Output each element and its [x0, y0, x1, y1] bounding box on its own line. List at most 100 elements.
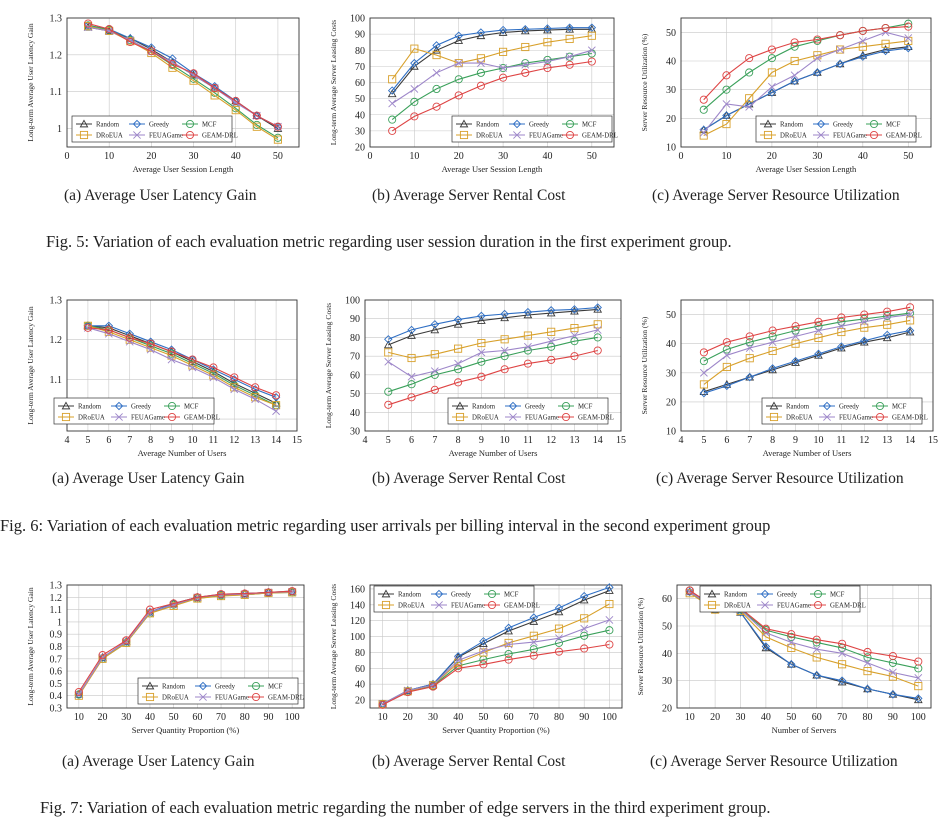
legend-marker [185, 119, 195, 129]
x-tick-label: 12 [859, 435, 869, 446]
x-tick-label: 0 [368, 151, 373, 162]
data-point [836, 45, 845, 54]
y-tick-label: 1.3 [50, 14, 63, 25]
data-point [835, 59, 845, 69]
data-point [580, 644, 589, 653]
series-line [388, 323, 598, 359]
data-point [521, 59, 530, 68]
y-tick-label: 100 [345, 296, 360, 307]
data-point [904, 34, 913, 42]
y-tick-label: 50 [666, 28, 676, 39]
legend-marker [813, 600, 823, 610]
data-point [477, 372, 486, 381]
y-tick-label: 40 [355, 110, 365, 121]
series-geam-drl [378, 640, 614, 709]
x-tick-label: 13 [250, 435, 260, 446]
data-point [229, 378, 239, 387]
x-tick-label: 50 [273, 151, 283, 162]
series-geam-drl [699, 22, 913, 104]
data-point [881, 23, 890, 33]
y-tick-label: 80 [350, 333, 360, 344]
series-line [391, 52, 592, 121]
data-point [790, 38, 799, 47]
data-point [905, 326, 915, 335]
legend-marker [760, 589, 770, 599]
x-tick-label: 10 [104, 151, 114, 162]
y-tick-label: 20 [355, 696, 365, 707]
data-point [272, 401, 281, 410]
data-point [587, 46, 596, 55]
legend-entry-label: DRoEUA [398, 603, 425, 610]
data-point [745, 344, 754, 352]
data-point [587, 31, 596, 40]
data-point [722, 71, 731, 80]
data-point [860, 317, 869, 326]
x-tick-label: 11 [209, 435, 219, 446]
data-point [504, 655, 513, 664]
plot-frame [680, 299, 934, 432]
data-point [570, 305, 579, 314]
legend-marker [508, 401, 518, 411]
data-point [410, 97, 419, 106]
x-tick-label: 90 [888, 712, 898, 723]
x-tick-label: 90 [579, 712, 589, 723]
data-point [430, 325, 440, 334]
data-point [428, 682, 438, 691]
data-point [122, 637, 131, 646]
legend-marker [459, 130, 469, 140]
data-point [768, 326, 777, 335]
legend-entry-label: FEUAGame [525, 415, 559, 422]
legend-entry-label: Greedy [833, 122, 854, 129]
data-point [432, 84, 441, 93]
data-point [863, 647, 872, 657]
legend-marker [133, 131, 141, 139]
x-tick-label: 20 [98, 712, 108, 723]
plot-frame [66, 17, 300, 148]
data-point [699, 348, 708, 357]
series-greedy [387, 23, 597, 95]
x-axis-label: Server Quantity Proportion (%) [442, 725, 550, 735]
data-point [407, 393, 416, 402]
legend-marker [816, 119, 826, 129]
data-point [378, 700, 387, 709]
series-line [703, 330, 911, 394]
x-tick-label: 7 [127, 435, 132, 446]
data-point [745, 338, 754, 347]
y-tick-label: 30 [355, 126, 365, 137]
data-point [858, 37, 867, 45]
y-tick-label: 60 [355, 664, 365, 675]
data-point [554, 603, 564, 613]
data-point [105, 25, 114, 34]
legend-marker [114, 401, 124, 411]
data-point [432, 41, 441, 50]
legend-entry-label: MCF [184, 404, 199, 411]
data-point [388, 115, 397, 124]
y-tick-label: 30 [666, 368, 676, 379]
data-point [745, 354, 754, 363]
data-point [787, 660, 796, 669]
data-point [791, 332, 800, 341]
series-mcf [384, 333, 602, 396]
legend-entry-label: FEUAGame [149, 133, 183, 140]
legend-entry-label: FEUAGame [131, 415, 165, 422]
y-tick-label: 10 [666, 143, 676, 154]
series-line [87, 325, 277, 404]
x-tick-label: 50 [478, 712, 488, 723]
data-point [858, 52, 868, 61]
chart-6b: 4 5 6 7 8 9 10 11 12 13 14 15 30 40 50 60 70 80 90 100 Avera… [324, 296, 626, 459]
chart-legend: Random Greedy MCF DRoEUA FEUAGame GEAM-DRL [373, 585, 540, 613]
data-point [74, 690, 83, 699]
data-point [593, 320, 602, 329]
data-point [836, 31, 845, 40]
x-tick-label: 5 [85, 435, 90, 446]
series-greedy [83, 21, 283, 131]
data-point [453, 319, 463, 328]
plot-frame [369, 584, 623, 709]
legend-entry-label: DRoEUA [162, 695, 189, 702]
subcaption-5a: (a) Average User Latency Gain [64, 187, 257, 204]
subcaption-7c: (c) Average Server Resource Utilization [650, 753, 898, 770]
series-line [388, 308, 598, 346]
data-point [74, 689, 84, 698]
y-tick-label: 80 [355, 46, 365, 57]
